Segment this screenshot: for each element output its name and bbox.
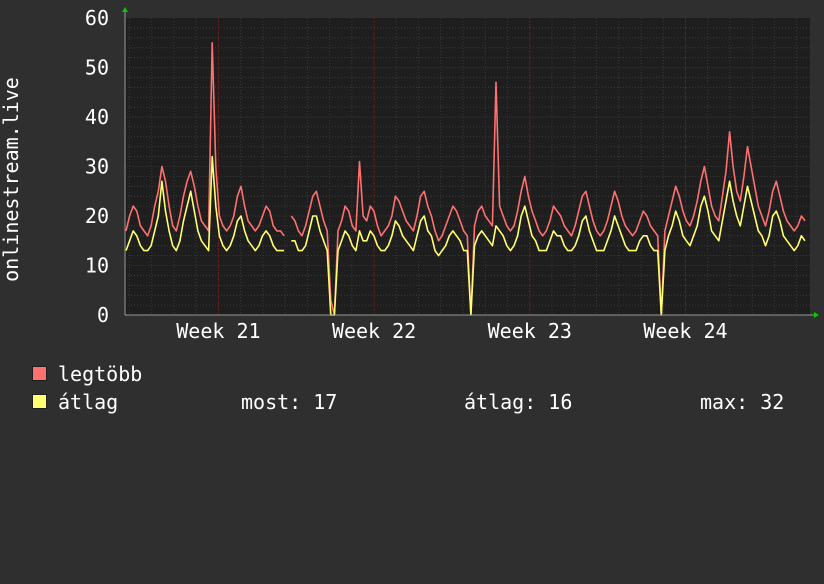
x-tick-label: Week 23 xyxy=(488,319,572,343)
y-axis-arrow-icon xyxy=(122,7,128,12)
stat-average: átlag: 16 xyxy=(464,390,573,414)
legend: legtöbb átlag most: 17 átlag: 16 max: 32 xyxy=(30,360,810,416)
y-tick-label: 40 xyxy=(85,105,109,129)
line-chart: 0 10 20 30 40 50 60 Week 21 Week 22 Week 23 Week 2… xyxy=(0,6,819,343)
x-axis-arrow-icon xyxy=(814,312,819,318)
y-tick-label: 50 xyxy=(85,56,109,80)
x-tick-label: Week 21 xyxy=(176,319,260,343)
series-line-max xyxy=(125,42,806,316)
legend-row-avg: átlag most: 17 átlag: 16 max: 32 xyxy=(30,388,810,416)
chart: 0 10 20 30 40 50 60 Week 21 Week 22 Week 23 Week 2… xyxy=(0,6,819,416)
stat-maximum: max: 32 xyxy=(700,390,785,414)
y-tick-label: 0 xyxy=(97,303,109,327)
legend-swatch-max xyxy=(32,366,47,381)
legend-swatch-avg xyxy=(32,394,47,409)
y-tick-label: 60 xyxy=(85,6,109,30)
stat-current: most: 17 xyxy=(241,390,338,414)
y-axis-title: onlinestream.live xyxy=(0,77,23,282)
legend-label-max: legtöbb xyxy=(58,362,143,386)
y-tick-label: 20 xyxy=(85,204,109,228)
legend-row-max: legtöbb xyxy=(30,360,810,388)
legend-label-avg: átlag xyxy=(58,390,119,414)
y-tick-label: 30 xyxy=(85,155,109,179)
x-tick-label: Week 24 xyxy=(643,319,727,343)
x-tick-label: Week 22 xyxy=(332,319,416,343)
series-line-avg xyxy=(125,155,806,316)
y-tick-label: 10 xyxy=(85,254,109,278)
